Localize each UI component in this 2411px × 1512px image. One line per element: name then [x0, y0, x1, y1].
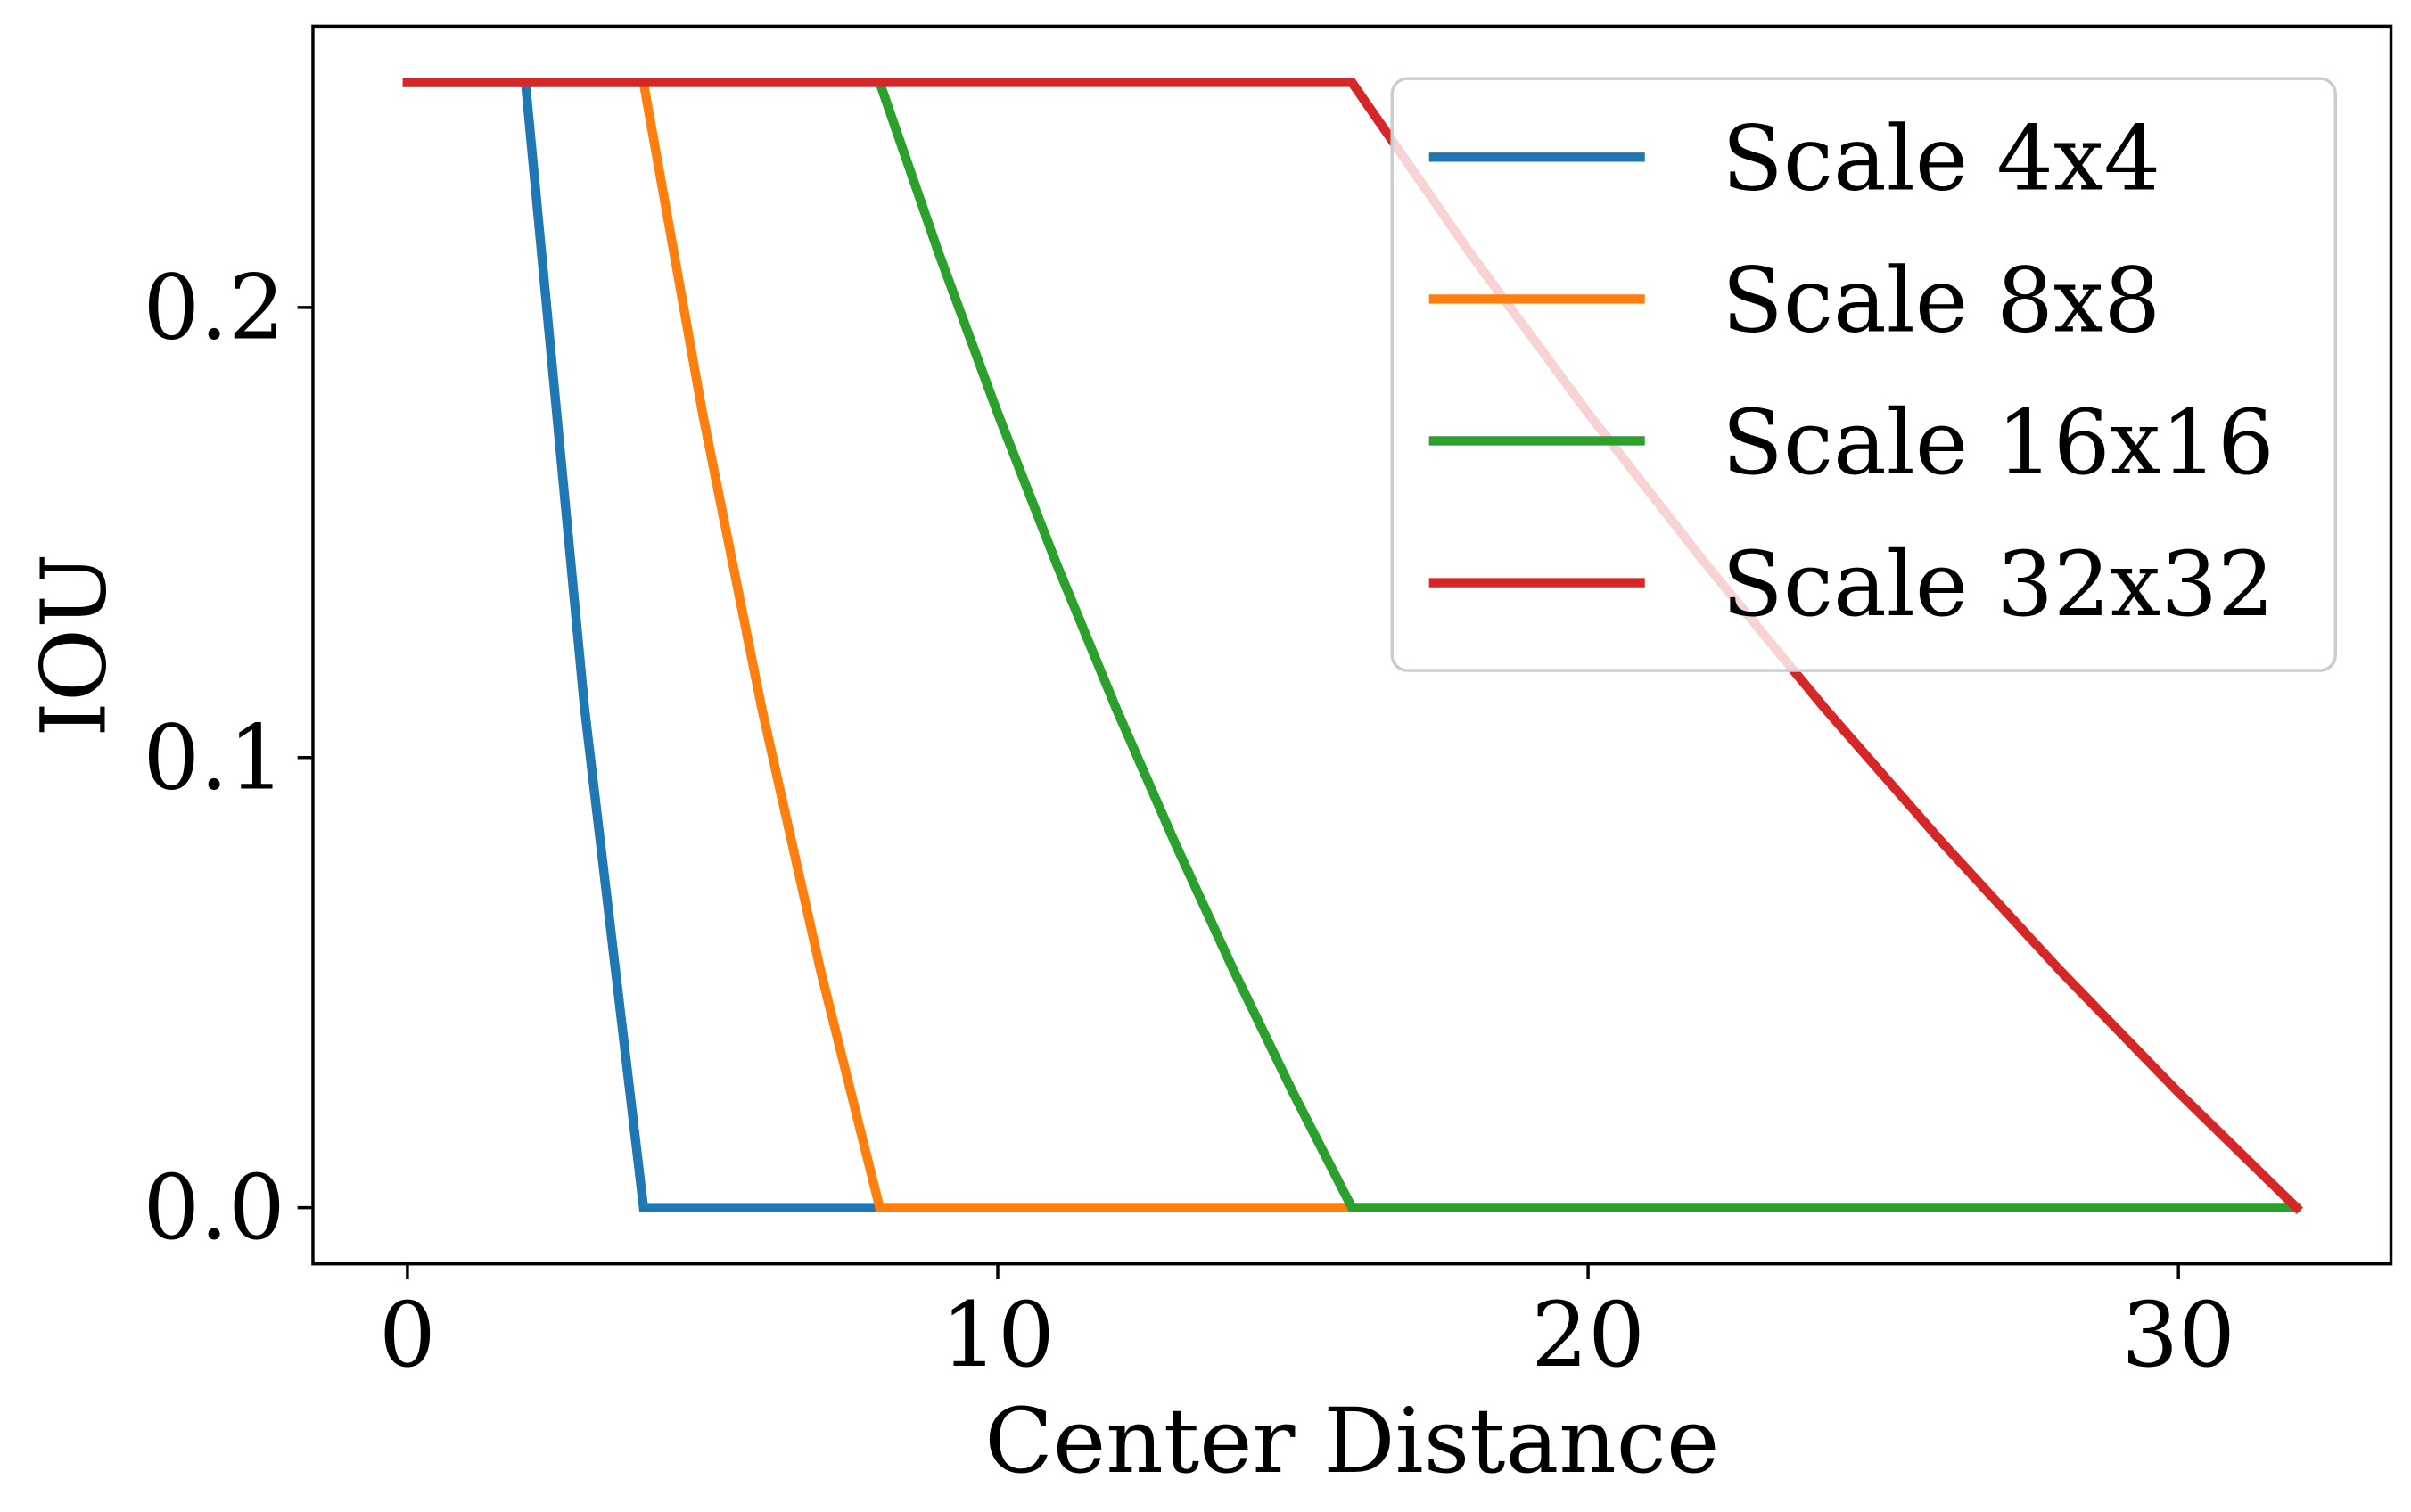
- y-axis-label: IOU: [22, 553, 127, 736]
- legend-frame: [1390, 77, 2338, 672]
- y-tick-label: 0.2: [143, 255, 284, 359]
- legend-label: Scale 16x16: [1722, 390, 2275, 495]
- y-tick-label: 0.0: [143, 1155, 284, 1260]
- series-line-3: [402, 78, 2301, 1212]
- x-tick-label: 10: [941, 1283, 1055, 1387]
- legend: Scale 4x4 Scale 8x8 Scale 16x16 Scale 32x32: [1390, 77, 2338, 672]
- legend-label: Scale 4x4: [1722, 107, 2160, 211]
- x-tick-label: 0: [379, 1283, 436, 1387]
- x-tick-label: 30: [2121, 1283, 2235, 1387]
- plot-frame: [311, 24, 2393, 1266]
- legend-label: Scale 32x32: [1722, 532, 2275, 637]
- y-tick-label: 0.1: [143, 705, 284, 809]
- axis-ticks: 0 10 20 30 0.0 0.1 0.2: [143, 255, 2235, 1386]
- legend-label: Scale 8x8: [1722, 249, 2160, 353]
- x-tick-label: 20: [1531, 1283, 1645, 1387]
- x-axis-label: Center Distance: [984, 1389, 1719, 1493]
- legend-items: Scale 4x4 Scale 8x8 Scale 16x16 Scale 32x32: [1428, 107, 2275, 637]
